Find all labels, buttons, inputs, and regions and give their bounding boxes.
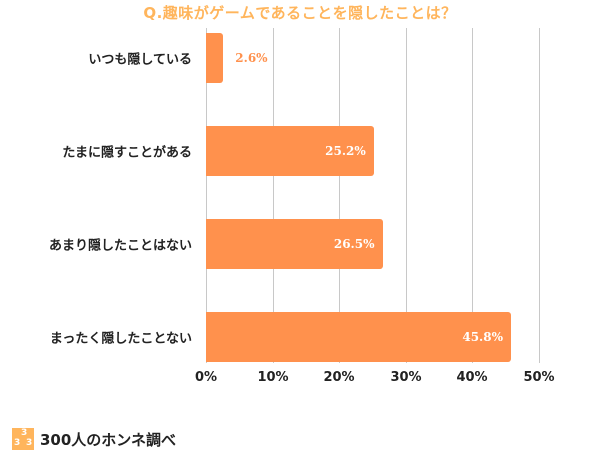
category-label: あまり隠したことはない bbox=[48, 238, 192, 254]
bar-never-hide: 45.8% bbox=[206, 312, 511, 362]
category-label: たまに隠すことがある bbox=[62, 145, 192, 161]
value-label: 26.5% bbox=[333, 237, 375, 251]
gridline-40 bbox=[472, 28, 474, 363]
gridline-30 bbox=[405, 28, 407, 363]
bar-always-hide: 2.6% bbox=[206, 33, 268, 83]
chart-title: Q.趣味がゲームであることを隠したことは？ bbox=[143, 4, 457, 22]
x-tick: 10% bbox=[257, 370, 289, 385]
gridline-50 bbox=[539, 28, 540, 363]
source-footer: 3 3 3 300人のホンネ調べ bbox=[12, 428, 176, 450]
source-label: 300人のホンネ調べ bbox=[40, 430, 177, 449]
bar-rarely-hide: 26.5% bbox=[206, 219, 383, 269]
x-tick: 40% bbox=[456, 370, 488, 385]
value-label: 45.8% bbox=[462, 330, 503, 344]
value-label: 25.2% bbox=[325, 144, 366, 158]
x-tick: 50% bbox=[523, 370, 555, 385]
brand-logo-icon: 3 3 3 bbox=[12, 428, 34, 450]
bar-sometimes-hide: 25.2% bbox=[206, 126, 374, 176]
plot-area: 2.6% 25.2% 26.5% 45.8% bbox=[206, 28, 540, 363]
x-tick: 30% bbox=[390, 370, 422, 385]
category-label: いつも隠している bbox=[88, 52, 192, 68]
gridline-20 bbox=[339, 28, 341, 363]
value-label: 2.6% bbox=[235, 51, 268, 65]
x-tick: 0% bbox=[194, 370, 218, 385]
gridline-10 bbox=[272, 28, 274, 363]
x-tick: 20% bbox=[323, 370, 355, 385]
category-label: まったく隠したことない bbox=[49, 331, 192, 347]
gridline-0 bbox=[206, 28, 207, 363]
